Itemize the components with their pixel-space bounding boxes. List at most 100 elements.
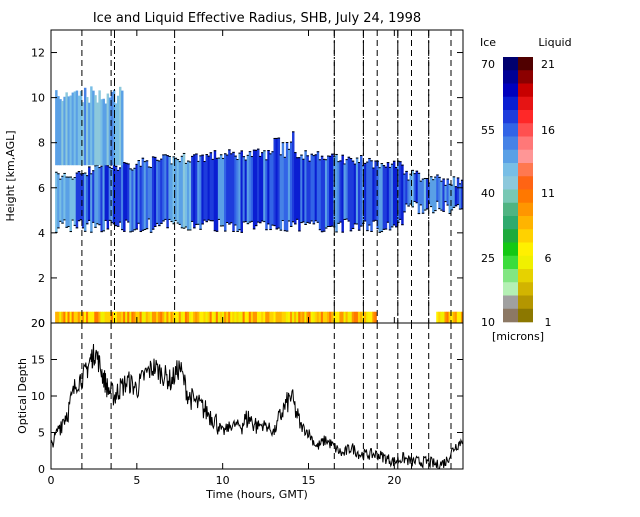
- cloud-top-edge: [306, 155, 308, 156]
- cloud-top-edge: [292, 131, 294, 132]
- height-tick-label: 10: [31, 92, 45, 105]
- cloud-top-edge: [453, 176, 455, 177]
- cloud-top-edge: [282, 142, 284, 143]
- cloud-base-edge: [150, 232, 152, 233]
- liquid-color-swatch: [518, 97, 533, 111]
- liquid-color-swatch: [518, 216, 533, 230]
- cloud-base-edge: [253, 228, 255, 229]
- colorbar-ice-header: Ice: [480, 36, 496, 49]
- cloud-base-edge: [160, 223, 162, 224]
- height-axis-label: Height [km,AGL]: [4, 130, 17, 221]
- time-axis-ticks: 0 5 10 15 20: [48, 463, 402, 487]
- colorbar-ice-swatches: [503, 57, 518, 322]
- cloud-top-edge: [257, 149, 259, 150]
- colorbar-liquid-header: Liquid: [538, 36, 571, 49]
- cloud-base-edge: [389, 229, 391, 230]
- cloud-base-edge: [236, 231, 238, 232]
- optical-depth-panel: 05101520 0 5 10 15 20 Optical Depth Time (ho…: [16, 317, 463, 501]
- cloud-top-edge: [335, 154, 337, 155]
- ice-color-swatch: [503, 256, 518, 270]
- ice-color-swatch: [503, 97, 518, 111]
- cloud-base-edge: [152, 229, 154, 230]
- cloud-base-edge: [265, 229, 267, 230]
- cloud-base-edge: [418, 213, 420, 214]
- cloud-base-edge: [183, 228, 185, 229]
- ice-tick-label: 40: [481, 187, 495, 200]
- cloud-base-edge: [199, 229, 201, 230]
- cloud-top-edge: [447, 179, 449, 180]
- liquid-color-swatch: [518, 269, 533, 283]
- cloud-base-edge: [76, 227, 78, 228]
- cloud-top-edge: [57, 173, 59, 174]
- cloud-top-edge: [387, 162, 389, 163]
- cloud-top-edge: [173, 156, 175, 157]
- cloud-base-edge: [366, 230, 368, 231]
- cloud-top-edge: [438, 177, 440, 178]
- cloud-base-edge: [286, 231, 288, 232]
- liquid-color-swatch: [518, 70, 533, 84]
- cloud-top-edge: [331, 154, 333, 155]
- cloud-base-edge: [158, 225, 160, 226]
- cloud-top-edge: [304, 150, 306, 151]
- cloud-top-edge: [154, 157, 156, 158]
- cloud-top-edge: [243, 156, 245, 157]
- ice-color-swatch: [503, 269, 518, 283]
- cloud-base-edge: [57, 227, 59, 228]
- cloud-base-edge: [193, 227, 195, 228]
- optical-depth-tick-label: 15: [31, 354, 45, 367]
- time-tick-label: 15: [302, 474, 316, 487]
- time-tick-label: 0: [48, 474, 55, 487]
- cloud-base-edge: [84, 231, 86, 232]
- height-tick-label: 6: [38, 182, 45, 195]
- optical-depth-line: [51, 344, 463, 469]
- cloud-base-edge: [90, 232, 92, 233]
- cloud-top-edge: [84, 173, 86, 174]
- cloud-base-edge: [232, 231, 234, 232]
- cloud-top-edge: [286, 142, 288, 143]
- colorbar-liquid-swatches: [518, 57, 533, 322]
- colorbar-units: [microns]: [492, 330, 544, 343]
- cloud-field: [55, 86, 463, 323]
- cloud-base-edge: [395, 226, 397, 227]
- cloud-base-edge: [154, 226, 156, 227]
- liquid-color-swatch: [518, 137, 533, 151]
- cloud-base-edge: [412, 206, 414, 207]
- cloud-top-edge: [146, 160, 148, 161]
- ice-color-swatch: [503, 229, 518, 243]
- cloud-top-edge: [370, 160, 372, 161]
- cloud-top-edge: [206, 154, 208, 155]
- optical-depth-tick-label: 20: [31, 317, 45, 330]
- cloud-top-edge: [278, 138, 280, 139]
- cloud-base-edge: [103, 230, 105, 231]
- cloud-top-edge: [88, 166, 90, 167]
- cloud-top-edge: [418, 173, 420, 174]
- cloud-base-edge: [201, 223, 203, 224]
- time-tick-label: 5: [133, 474, 140, 487]
- figure: Ice and Liquid Effective Radius, SHB, Ju…: [0, 0, 640, 512]
- liquid-tick-label: 1: [545, 316, 552, 329]
- ice-color-swatch: [503, 150, 518, 164]
- liquid-color-swatch: [518, 190, 533, 204]
- cloud-top-edge: [232, 152, 234, 153]
- ice-color-swatch: [503, 70, 518, 84]
- cloud-base-edge: [259, 222, 261, 223]
- cloud-top-edge: [224, 153, 226, 154]
- cloud-base-edge: [309, 223, 311, 224]
- cloud-base-edge: [206, 221, 208, 222]
- cloud-top-edge: [352, 161, 354, 162]
- liquid-color-swatch: [518, 243, 533, 257]
- cloud-top-edge: [263, 150, 265, 151]
- cloud-base-edge: [189, 229, 191, 230]
- cloud-top-edge: [321, 156, 323, 157]
- cloud-base-edge: [304, 224, 306, 225]
- cloud-base-edge: [140, 231, 142, 232]
- liquid-color-swatch: [518, 229, 533, 243]
- ice-color-swatch: [503, 203, 518, 217]
- cloud-top-edge: [234, 156, 236, 157]
- ice-tick-label: 25: [481, 252, 495, 265]
- cloud-base-edge: [146, 228, 148, 229]
- liquid-color-swatch: [518, 110, 533, 124]
- height-tick-label: 2: [38, 272, 45, 285]
- cloud-base-edge: [360, 226, 362, 227]
- cloud-base-edge: [70, 231, 72, 232]
